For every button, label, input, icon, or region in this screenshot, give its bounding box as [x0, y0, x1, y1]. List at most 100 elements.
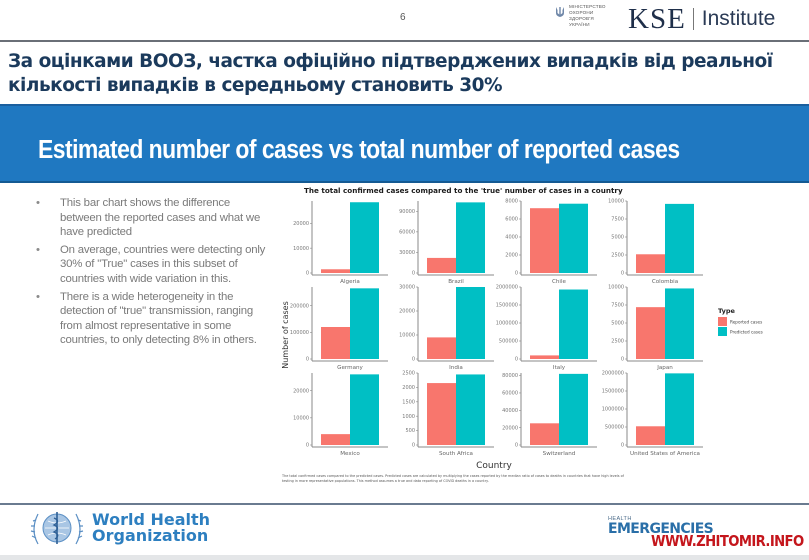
y-tick-label: 90000	[399, 209, 415, 215]
facet-panel: 0 500 1000 1500 2000 2500 South Africa	[402, 371, 494, 457]
bar-predicted	[665, 373, 694, 445]
logo-separator	[692, 8, 694, 30]
bar-predicted	[559, 289, 588, 359]
y-tick-label: 0	[621, 357, 624, 363]
bullet-dot-icon: •	[36, 243, 40, 256]
bar-predicted	[350, 202, 379, 273]
header-divider	[0, 40, 809, 42]
ministry-line: ОХОРОНИ	[569, 10, 594, 15]
y-tick-label: 100000	[290, 330, 309, 336]
y-tick-label: 5000	[611, 235, 624, 241]
faceted-bar-chart: The total confirmed cases compared to th…	[272, 185, 800, 490]
bar-reported	[636, 426, 665, 445]
legend-swatch	[718, 327, 727, 336]
y-tick-label: 6000	[505, 217, 518, 223]
y-tick-label: 1500000	[602, 389, 624, 395]
bar-reported	[427, 337, 456, 359]
bar-reported	[321, 327, 350, 359]
bar-predicted	[456, 287, 485, 359]
y-tick-label: 500	[405, 428, 415, 434]
chart-caption-line-2: testing in more representative populatio…	[282, 479, 489, 483]
health-emergencies-logo: HEALTH EMERGENCIES	[608, 516, 714, 537]
bullet-item: • This bar chart shows the difference be…	[36, 196, 266, 240]
slide-title: Estimated number of cases vs total numbe…	[38, 136, 680, 164]
y-tick-label: 500000	[605, 425, 624, 431]
y-tick-label: 500000	[499, 339, 518, 345]
facet-panel: 0 100000 200000 Germany	[290, 287, 388, 371]
facet-panel: 0 20000 40000 60000 80000 Switzerland	[502, 373, 597, 457]
kse-institute-logo: KSE Institute	[628, 3, 775, 35]
facet-country-label: Italy	[553, 365, 566, 371]
facet-panel: 0 500000 1000000 1500000 2000000 Italy	[496, 285, 597, 371]
facet-panel: 0 30000 60000 90000 Brazil	[399, 201, 494, 285]
bar-predicted	[456, 202, 485, 273]
bar-reported	[427, 383, 456, 445]
y-tick-label: 0	[515, 271, 518, 277]
y-tick-label: 0	[306, 271, 309, 277]
y-tick-label: 0	[412, 271, 415, 277]
slide-title-band: Estimated number of cases vs total numbe…	[0, 104, 809, 183]
y-tick-label: 0	[412, 443, 415, 449]
bar-reported	[321, 269, 350, 273]
y-tick-label: 10000	[608, 199, 624, 205]
y-tick-label: 20000	[293, 388, 309, 394]
facet-panel: 0 10000 20000 Algeria	[293, 201, 388, 285]
y-tick-label: 8000	[505, 199, 518, 205]
y-tick-label: 0	[621, 443, 624, 449]
ukrainian-heading: За оцінками ВООЗ, частка офіційно підтве…	[8, 51, 773, 96]
health-emergencies-big: EMERGENCIES	[608, 521, 714, 537]
ministry-of-health-logo: МІНІСТЕРСТВО ОХОРОНИ ЗДОРОВ'Я УКРАЇНИ	[555, 4, 617, 38]
legend-swatch	[718, 317, 727, 326]
who-logo: World Health Organization	[28, 508, 210, 548]
y-tick-label: 2000	[505, 253, 518, 259]
bar-reported	[321, 434, 350, 445]
who-line-2: Organization	[92, 526, 209, 545]
y-tick-label: 0	[515, 357, 518, 363]
bar-reported	[427, 257, 456, 273]
y-tick-label: 20000	[399, 309, 415, 315]
y-tick-label: 1000000	[496, 321, 518, 327]
bullet-text: This bar chart shows the difference betw…	[60, 197, 261, 239]
y-tick-label: 30000	[399, 250, 415, 256]
chart-title: The total confirmed cases compared to th…	[304, 186, 623, 195]
who-line-1: World Health	[92, 509, 211, 529]
bar-predicted	[350, 288, 379, 359]
x-axis-label: Country	[476, 461, 512, 471]
y-tick-label: 10000	[608, 285, 624, 291]
bar-predicted	[559, 203, 588, 273]
bullet-list: • This bar chart shows the difference be…	[36, 196, 266, 351]
trident-emblem-icon	[556, 7, 564, 17]
facet-country-label: Japan	[656, 365, 673, 371]
y-tick-label: 7500	[611, 303, 624, 309]
bullet-dot-icon: •	[36, 197, 40, 209]
y-tick-label: 30000	[399, 285, 415, 291]
y-tick-label: 60000	[502, 391, 518, 397]
facet-country-label: Chile	[552, 279, 567, 285]
y-tick-label: 20000	[502, 425, 518, 431]
facet-panel: 0 2500 5000 7500 10000 Colombia	[608, 199, 703, 285]
bottom-strip	[0, 555, 809, 560]
bar-predicted	[665, 203, 694, 273]
y-tick-label: 10000	[399, 333, 415, 339]
bar-reported	[530, 355, 559, 359]
bullet-dot-icon: •	[36, 290, 40, 303]
footer-divider	[0, 503, 809, 505]
y-tick-label: 0	[412, 357, 415, 363]
y-tick-label: 80000	[502, 373, 518, 379]
who-wordmark: World Health Organization	[92, 509, 211, 545]
y-tick-label: 2500	[611, 339, 624, 345]
facet-country-label: Switzerland	[543, 451, 576, 457]
bar-predicted	[665, 288, 694, 359]
legend-label: Predicted cases	[730, 330, 763, 335]
bar-reported	[530, 423, 559, 445]
y-axis-label: Number of cases	[281, 301, 290, 369]
y-tick-label: 10000	[293, 246, 309, 252]
y-tick-label: 0	[515, 443, 518, 449]
facet-country-label: Brazil	[448, 279, 464, 285]
page-number: 6	[400, 12, 406, 23]
y-tick-label: 4000	[505, 235, 518, 241]
legend-label: Reported cases	[730, 320, 762, 325]
bullet-text: On average, countries were detecting onl…	[60, 243, 266, 285]
y-tick-label: 2500	[611, 253, 624, 259]
facet-country-label: Colombia	[652, 279, 678, 285]
